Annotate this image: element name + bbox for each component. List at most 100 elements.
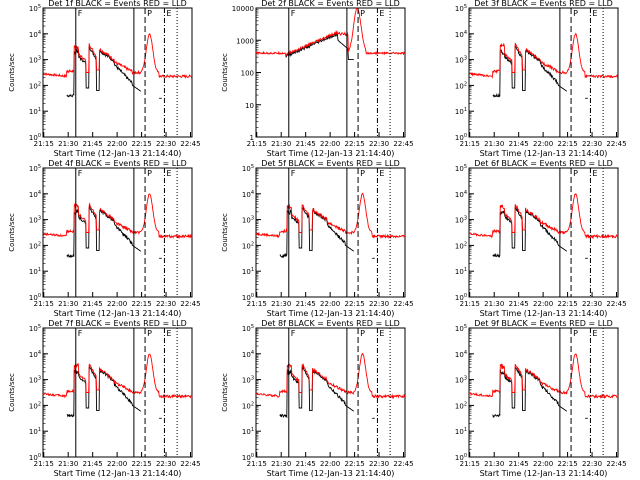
- y-tick-label: 105: [29, 164, 41, 173]
- plot-frame: [255, 327, 406, 458]
- y-tick-label: 100: [455, 453, 467, 462]
- panel-title: Det 1f BLACK = Events RED = LLD: [48, 0, 187, 8]
- plot-frame: [42, 167, 193, 298]
- time-marker-label: F: [78, 9, 83, 18]
- time-marker-label: P: [147, 9, 152, 18]
- panel-title: Det 9f BLACK = Events RED = LLD: [474, 320, 613, 328]
- y-tick-label: 103: [242, 216, 254, 225]
- x-tick-label: 21:15: [460, 460, 480, 468]
- x-tick-label: 21:30: [58, 300, 78, 308]
- x-axis-label: Start Time (12-Jan-13 21:14:40): [267, 309, 395, 318]
- x-tick-label: 21:45: [509, 460, 529, 468]
- time-marker-label: F: [291, 169, 296, 178]
- panel-title: Det 3f BLACK = Events RED = LLD: [474, 0, 613, 8]
- y-tick-label: 100: [455, 293, 467, 302]
- x-tick-label: 22:00: [320, 460, 340, 468]
- x-tick-label: 22:30: [369, 140, 389, 148]
- y-tick-label: 101: [29, 107, 41, 116]
- detector-panel-2: Det 2f BLACK = Events RED = LLD 1 10 100 100…: [221, 0, 414, 158]
- x-tick-label: 22:30: [369, 460, 389, 468]
- panel-title: Det 2f BLACK = Events RED = LLD: [261, 0, 400, 8]
- detector-panel-5: Det 5f BLACK = Events RED = LLD 100 101 102…: [221, 160, 414, 318]
- time-marker-label: F: [78, 329, 83, 338]
- y-tick-label: 103: [29, 376, 41, 385]
- y-tick-label: 102: [455, 401, 467, 410]
- y-tick-label: 1000: [236, 37, 254, 45]
- x-tick-label: 21:30: [484, 460, 504, 468]
- time-marker-label: E: [166, 169, 171, 178]
- x-axis-label: Start Time (12-Jan-13 21:14:40): [480, 149, 608, 158]
- x-axis-label: Start Time (12-Jan-13 21:14:40): [480, 469, 608, 478]
- y-tick-label: 100: [29, 453, 41, 462]
- detector-panel-1: Det 1f BLACK = Events RED = LLD 100 101 102…: [8, 0, 201, 158]
- y-tick-label: 105: [455, 4, 467, 13]
- x-tick-label: 21:15: [460, 140, 480, 148]
- x-tick-label: 22:30: [369, 300, 389, 308]
- y-tick-label: 101: [455, 267, 467, 276]
- x-tick-label: 21:15: [247, 460, 267, 468]
- time-marker-label: F: [291, 329, 296, 338]
- y-tick-label: 104: [242, 190, 254, 199]
- x-tick-label: 21:30: [484, 300, 504, 308]
- y-tick-label: 102: [455, 241, 467, 250]
- y-axis-label: Counts/sec: [8, 373, 16, 412]
- y-tick-label: 104: [29, 30, 41, 39]
- x-tick-label: 21:30: [271, 300, 291, 308]
- x-tick-label: 21:45: [83, 140, 103, 148]
- series-lld-line: [255, 352, 406, 400]
- y-tick-label: 105: [242, 164, 254, 173]
- series-lld-line: [42, 33, 193, 79]
- time-marker-label: F: [78, 169, 83, 178]
- x-tick-label: 21:15: [34, 140, 54, 148]
- y-tick-label: 104: [242, 350, 254, 359]
- series-events-line: [66, 204, 142, 259]
- x-tick-label: 22:15: [557, 300, 577, 308]
- x-tick-label: 22:15: [344, 140, 364, 148]
- x-tick-label: 21:45: [509, 140, 529, 148]
- y-axis-label: Counts/sec: [221, 53, 229, 92]
- series-events-line: [279, 206, 355, 259]
- plot-frame: [468, 327, 619, 458]
- y-tick-label: 103: [455, 56, 467, 65]
- plot-frame: [255, 167, 406, 298]
- x-tick-label: 22:15: [131, 460, 151, 468]
- x-tick-label: 22:30: [156, 460, 176, 468]
- series-events-line: [492, 366, 568, 419]
- plot-frame: [42, 327, 193, 458]
- y-tick-label: 103: [29, 216, 41, 225]
- detector-panel-6: Det 6f BLACK = Events RED = LLD 100 101 102…: [455, 160, 627, 318]
- x-tick-label: 22:30: [582, 140, 602, 148]
- series-lld-line: [42, 193, 193, 240]
- time-marker-label: E: [166, 9, 171, 18]
- x-axis-label: Start Time (12-Jan-13 21:14:40): [267, 149, 395, 158]
- x-tick-label: 21:45: [296, 300, 316, 308]
- series-events-line: [66, 366, 142, 418]
- y-tick-label: 100: [242, 453, 254, 462]
- x-axis-label: Start Time (12-Jan-13 21:14:40): [54, 469, 182, 478]
- x-tick-label: 21:45: [83, 300, 103, 308]
- series-events-line: [279, 365, 355, 419]
- panel-title: Det 5f BLACK = Events RED = LLD: [261, 160, 400, 168]
- y-axis-label: Counts/sec: [221, 213, 229, 252]
- y-tick-label: 101: [242, 267, 254, 276]
- time-marker-label: F: [291, 9, 296, 18]
- x-tick-label: 22:45: [180, 300, 200, 308]
- time-marker-label: P: [573, 329, 578, 338]
- detector-panel-8: Det 8f BLACK = Events RED = LLD 100 101 102…: [221, 320, 414, 478]
- time-marker-label: E: [379, 329, 384, 338]
- series-events-line: [492, 206, 568, 259]
- y-tick-label: 104: [455, 190, 467, 199]
- x-tick-label: 22:30: [582, 300, 602, 308]
- x-tick-label: 22:15: [344, 300, 364, 308]
- time-marker-label: P: [360, 329, 365, 338]
- time-marker-label: P: [573, 9, 578, 18]
- time-marker-label: P: [147, 169, 152, 178]
- y-tick-label: 103: [455, 216, 467, 225]
- y-tick-label: 105: [455, 164, 467, 173]
- x-tick-label: 22:15: [344, 460, 364, 468]
- y-tick-label: 105: [242, 324, 254, 333]
- time-marker-label: E: [166, 329, 171, 338]
- y-tick-label: 101: [242, 427, 254, 436]
- x-tick-label: 21:30: [484, 140, 504, 148]
- y-tick-label: 100: [241, 70, 254, 78]
